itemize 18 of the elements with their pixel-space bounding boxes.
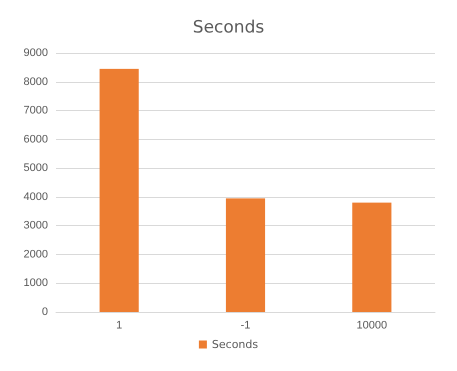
y-tick-label: 7000 [24, 104, 48, 117]
y-tick-label: 2000 [24, 248, 48, 260]
x-tick-label: 10000 [356, 320, 388, 332]
chart-title: Seconds [192, 18, 264, 38]
y-tick-label: 9000 [24, 47, 48, 59]
x-tick-label: -1 [240, 320, 250, 332]
y-tick-label: 3000 [24, 220, 48, 232]
bar [226, 198, 266, 312]
y-tick-label: 6000 [24, 133, 48, 146]
y-tick-label: 1000 [24, 277, 48, 290]
x-tick-label: 1 [116, 320, 122, 332]
bar [100, 68, 139, 312]
y-tick-label: 5000 [24, 162, 48, 174]
y-tick-label: 4000 [24, 190, 48, 203]
y-tick-label: 8000 [24, 76, 48, 88]
legend-label: Seconds [212, 338, 258, 351]
bar [352, 202, 392, 312]
y-tick-label: 0 [42, 306, 48, 318]
